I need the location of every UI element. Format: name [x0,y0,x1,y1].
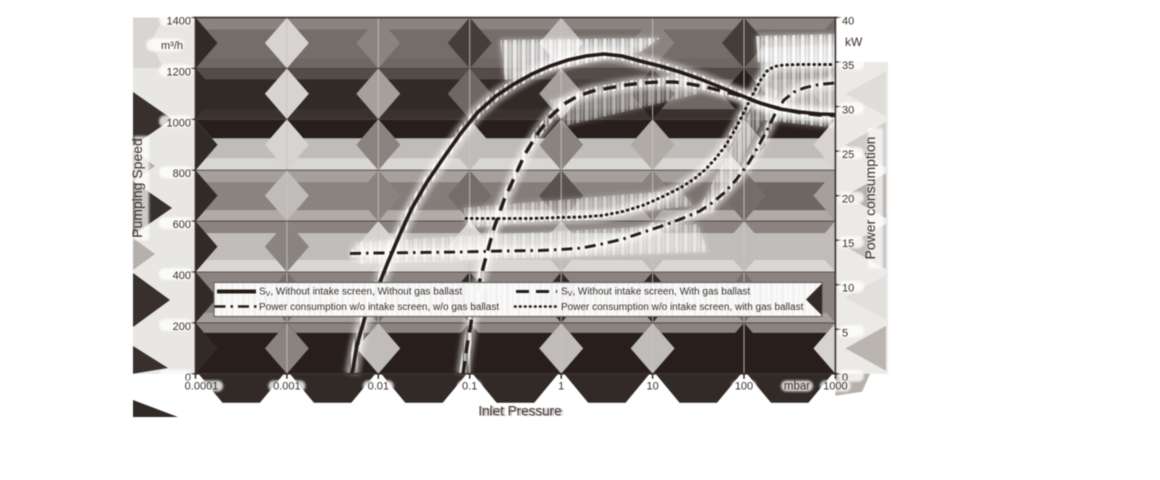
svg-text:Inlet Pressure: Inlet Pressure [478,404,561,419]
svg-text:1400: 1400 [167,16,191,28]
svg-text:Power consumption w/o intake s: Power consumption w/o intake screen, wit… [561,302,804,313]
svg-text:30: 30 [842,105,854,117]
svg-text:0: 0 [185,372,191,384]
svg-text:0.1: 0.1 [462,381,477,393]
svg-text:0.0001: 0.0001 [185,381,219,393]
svg-text:20: 20 [842,194,854,206]
svg-text:Pumping Speed: Pumping Speed [129,138,145,238]
svg-text:15: 15 [842,238,854,250]
svg-text:1: 1 [558,381,564,393]
svg-text:SV, Without intake screen, Wit: SV, Without intake screen, With gas ball… [561,287,750,299]
svg-text:40: 40 [842,16,854,28]
svg-text:100: 100 [735,381,753,393]
svg-text:Power consumption w/o intake s: Power consumption w/o intake screen, w/o… [259,302,499,313]
svg-text:m³/h: m³/h [161,40,183,52]
svg-text:Power consumption: Power consumption [862,137,878,260]
svg-text:1000: 1000 [167,117,191,129]
svg-text:400: 400 [173,270,191,282]
svg-text:mbar: mbar [784,381,810,393]
svg-text:10: 10 [646,381,658,393]
svg-text:5: 5 [842,327,848,339]
svg-text:0: 0 [842,372,848,384]
svg-text:SV, Without intake screen, Wit: SV, Without intake screen, Without gas b… [259,287,462,299]
svg-text:10: 10 [842,283,854,295]
svg-text:600: 600 [173,219,191,231]
svg-text:1000: 1000 [823,381,847,393]
svg-text:800: 800 [173,168,191,180]
svg-text:0.001: 0.001 [273,381,301,393]
svg-text:0.01: 0.01 [368,381,389,393]
svg-text:kW: kW [845,35,863,49]
svg-text:200: 200 [173,321,191,333]
svg-text:35: 35 [842,60,854,72]
svg-text:1200: 1200 [167,66,191,78]
svg-text:25: 25 [842,149,854,161]
svg-text:Inlet Pressure: Inlet Pressure [480,404,563,419]
